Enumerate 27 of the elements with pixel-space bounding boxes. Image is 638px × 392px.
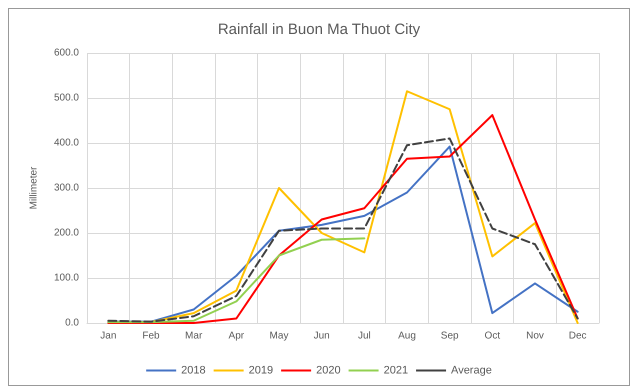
legend-label: 2019 [248, 364, 274, 376]
x-tick-label: Mar [185, 330, 203, 342]
x-tick-label: Jul [358, 330, 371, 342]
x-tick-label: Apr [228, 330, 245, 342]
y-tick-label: 400.0 [54, 138, 80, 148]
x-tick-label: Nov [526, 330, 544, 342]
y-tick-label: 500.0 [54, 92, 80, 104]
legend-label: 2021 [384, 364, 408, 376]
x-tick-label: May [270, 330, 288, 342]
x-tick-label: Jun [314, 330, 330, 342]
legend-label: Average [451, 364, 492, 376]
line-series [107, 237, 366, 324]
chart-title: Rainfall in Buon Ma Thuot City [218, 21, 421, 38]
legend-label: 2018 [181, 364, 206, 376]
x-tick-label: Dec [568, 330, 587, 342]
x-tick-label: Aug [398, 330, 416, 342]
x-tick-label: Oct [484, 330, 500, 342]
x-tick-label: Jan [100, 330, 116, 342]
y-tick-label: 0.0 [65, 318, 80, 328]
y-axis-title: Millimeter [28, 166, 40, 210]
legend-label: 2020 [316, 364, 341, 376]
x-tick-label: Feb [142, 330, 160, 342]
y-tick-label: 600.0 [54, 48, 80, 58]
y-tick-label: 300.0 [54, 182, 80, 194]
y-tick-label: 200.0 [54, 228, 80, 238]
x-tick-label: Sep [440, 330, 459, 342]
y-tick-label: 100.0 [54, 272, 80, 284]
